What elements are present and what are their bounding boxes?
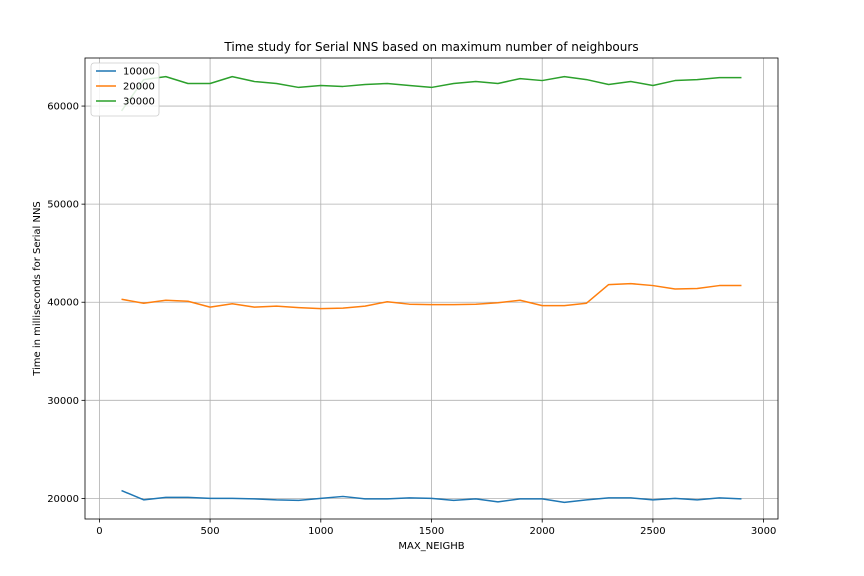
legend-label: 10000 xyxy=(123,67,155,78)
legend: 10000 20000 30000 xyxy=(90,62,160,117)
y-tick-label: 20000 xyxy=(47,494,79,505)
y-axis-ticks: 20000 30000 40000 50000 60000 xyxy=(47,102,85,505)
x-tick-label: 2000 xyxy=(529,526,554,537)
x-tick-label: 1000 xyxy=(308,526,333,537)
x-axis-ticks: 0 500 1000 1500 2000 2500 3000 xyxy=(96,519,776,537)
y-axis-label: Time in milliseconds for Serial NNS xyxy=(32,201,43,377)
y-tick-label: 60000 xyxy=(47,102,79,113)
legend-box xyxy=(90,62,160,117)
y-tick-label: 30000 xyxy=(47,396,79,407)
series-line-10000 xyxy=(121,489,742,504)
series-line-30000 xyxy=(120,75,742,112)
x-tick-label: 2500 xyxy=(640,526,665,537)
chart-title: Time study for Serial NNS based on maxim… xyxy=(223,40,638,54)
x-tick-label: 0 xyxy=(96,526,102,537)
legend-label: 30000 xyxy=(123,97,155,108)
y-tick-label: 50000 xyxy=(47,200,79,211)
series-line-20000 xyxy=(121,282,742,310)
x-tick-label: 500 xyxy=(201,526,220,537)
legend-label: 20000 xyxy=(123,82,155,93)
series-lines xyxy=(120,75,742,504)
x-tick-label: 3000 xyxy=(751,526,776,537)
y-tick-label: 40000 xyxy=(47,298,79,309)
x-tick-label: 1500 xyxy=(419,526,444,537)
x-axis-label: MAX_NEIGHB xyxy=(398,541,464,552)
